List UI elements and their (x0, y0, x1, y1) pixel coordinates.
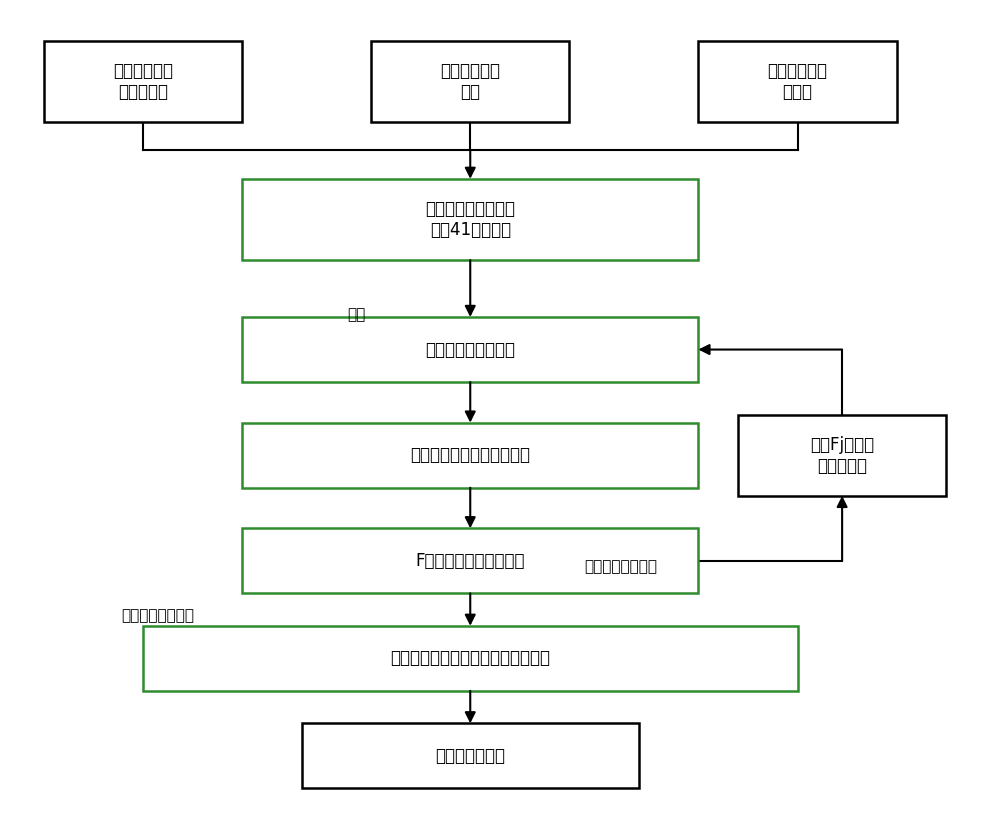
Text: 带钢的表面粗
糙度: 带钢的表面粗 糙度 (440, 62, 500, 101)
FancyBboxPatch shape (302, 723, 639, 788)
FancyBboxPatch shape (143, 626, 798, 690)
FancyBboxPatch shape (698, 41, 897, 122)
Text: 计算回归分析的因变
量和41个自变量: 计算回归分析的因变 量和41个自变量 (425, 200, 515, 239)
FancyBboxPatch shape (242, 179, 698, 260)
Text: 回归方程的数学表达: 回归方程的数学表达 (425, 341, 515, 359)
Text: 得到带钢表面粗糙度的预测数学模型: 得到带钢表面粗糙度的预测数学模型 (390, 649, 550, 667)
Text: 最小二乘法的回归系数计算: 最小二乘法的回归系数计算 (410, 446, 530, 464)
FancyBboxPatch shape (242, 423, 698, 488)
Text: 无非显著的自变量: 无非显著的自变量 (121, 608, 194, 623)
FancyBboxPatch shape (44, 41, 242, 122)
Text: 剔除Fj最小的
一个自变量: 剔除Fj最小的 一个自变量 (810, 436, 874, 475)
Text: 代入: 代入 (347, 307, 365, 322)
Text: 工作辊的初始
表面粗糙度: 工作辊的初始 表面粗糙度 (113, 62, 173, 101)
Text: 带钢的生产工
艺参数: 带钢的生产工 艺参数 (768, 62, 828, 101)
FancyBboxPatch shape (738, 415, 946, 496)
FancyBboxPatch shape (242, 317, 698, 382)
Text: F检验法进行显著性检验: F检验法进行显著性检验 (416, 552, 525, 570)
FancyBboxPatch shape (371, 41, 569, 122)
Text: 进行粗糙度预测: 进行粗糙度预测 (435, 747, 505, 765)
FancyBboxPatch shape (242, 529, 698, 594)
Text: 有非显著的自变量: 有非显著的自变量 (584, 559, 657, 574)
